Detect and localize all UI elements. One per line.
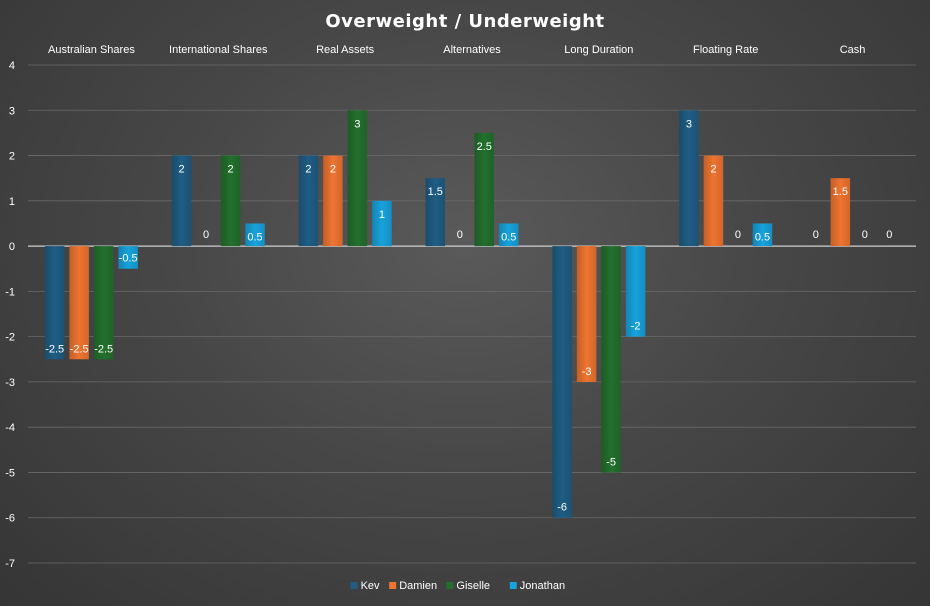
legend-item: Damien <box>389 580 437 592</box>
legend: Kev Damien Giselle Jonathan <box>350 580 565 592</box>
data-label: -2.5 <box>70 343 89 355</box>
data-label: 0 <box>457 229 463 241</box>
data-label: 0.5 <box>247 231 262 243</box>
legend-swatch <box>389 582 397 589</box>
y-tick-label: 3 <box>9 105 15 117</box>
data-label: 0 <box>203 229 209 241</box>
data-label: 1.5 <box>428 186 443 198</box>
data-label: 2.5 <box>477 141 492 153</box>
legend-item: Giselle <box>446 580 490 592</box>
data-label: 2 <box>330 164 336 176</box>
data-label: -5 <box>606 456 616 468</box>
y-tick-label: -6 <box>5 513 15 525</box>
data-label: 1.5 <box>833 186 848 198</box>
bar-shading <box>44 246 65 360</box>
data-labels: -2.5 -2.5 -2.5 -0.5 2 0 2 0.5 2 2 3 1 1.5 0 2.5 0.5 -6 -3… <box>45 118 892 513</box>
bar-shading <box>118 246 138 269</box>
data-label: 2 <box>305 164 311 176</box>
legend-swatch <box>509 582 517 589</box>
data-label: 3 <box>686 118 692 130</box>
data-label: 0 <box>735 229 741 241</box>
bar-shading <box>830 178 851 247</box>
y-tick-label: -5 <box>5 467 15 479</box>
bar-shading <box>347 110 368 247</box>
bar-shading <box>752 223 773 247</box>
y-tick-label: -4 <box>5 422 15 434</box>
bar-shading <box>220 155 241 247</box>
category-label: Real Assets <box>316 44 375 56</box>
category-label: International Shares <box>169 44 268 56</box>
bar-shading <box>69 246 89 360</box>
category-label: Alternatives <box>443 44 501 56</box>
y-axis: 4 3 2 1 0 -1 -2 -3 -4 -5 -6 -7 <box>5 60 916 570</box>
chart-title: Overweight / Underweight <box>325 11 604 32</box>
bar-shading <box>474 132 494 247</box>
y-tick-label: 1 <box>9 196 15 208</box>
bars <box>44 110 851 518</box>
bar-shading <box>552 246 572 518</box>
bar-shading <box>171 155 192 247</box>
bar-shading <box>703 155 724 247</box>
data-label: 0.5 <box>755 231 770 243</box>
data-label: 0 <box>886 229 892 241</box>
data-label: 1 <box>379 209 385 221</box>
legend-item: Jonathan <box>509 580 565 592</box>
bar-shading <box>323 155 343 247</box>
data-label: -2.5 <box>45 343 64 355</box>
legend-swatch <box>446 582 454 589</box>
data-label: 0 <box>862 229 868 241</box>
bar-shading <box>298 155 319 247</box>
data-label: 2 <box>710 164 716 176</box>
legend-label: Damien <box>399 580 437 592</box>
y-tick-label: -7 <box>5 558 15 570</box>
data-label: 2 <box>227 164 233 176</box>
data-label: 2 <box>178 164 184 176</box>
bar-shading <box>425 178 445 247</box>
y-tick-label: 4 <box>9 60 15 72</box>
y-tick-label: 0 <box>9 241 15 253</box>
legend-swatch <box>350 582 358 589</box>
legend-label: Jonathan <box>520 580 565 592</box>
y-tick-label: -2 <box>5 332 15 344</box>
gridlines <box>28 64 916 564</box>
bar-shading <box>499 223 519 247</box>
legend-label: Giselle <box>456 580 490 592</box>
data-label: 0 <box>813 229 819 241</box>
category-label: Australian Shares <box>48 44 135 56</box>
category-label: Cash <box>840 44 866 56</box>
data-label: -2 <box>631 321 641 333</box>
category-labels: Australian Shares International Shares Rea… <box>48 44 865 56</box>
bar-shading <box>372 200 392 247</box>
y-tick-label: -3 <box>5 377 15 389</box>
data-label: -2.5 <box>94 343 113 355</box>
data-label: -6 <box>557 502 567 514</box>
bar-shading <box>576 246 597 382</box>
y-tick-label: -1 <box>5 286 15 298</box>
bar-shading <box>601 246 621 473</box>
bar-shading <box>245 223 265 247</box>
data-label: 0.5 <box>501 231 516 243</box>
bar-shading <box>679 110 699 247</box>
category-label: Floating Rate <box>693 44 758 56</box>
data-label: -0.5 <box>119 253 138 265</box>
legend-item: Kev <box>350 580 380 592</box>
data-label: -3 <box>582 366 592 378</box>
data-label: 3 <box>354 118 360 130</box>
legend-label: Kev <box>361 580 380 592</box>
bar-shading <box>93 246 114 360</box>
bar-shading <box>625 246 646 337</box>
y-tick-label: 2 <box>9 151 15 163</box>
category-label: Long Duration <box>564 44 633 56</box>
